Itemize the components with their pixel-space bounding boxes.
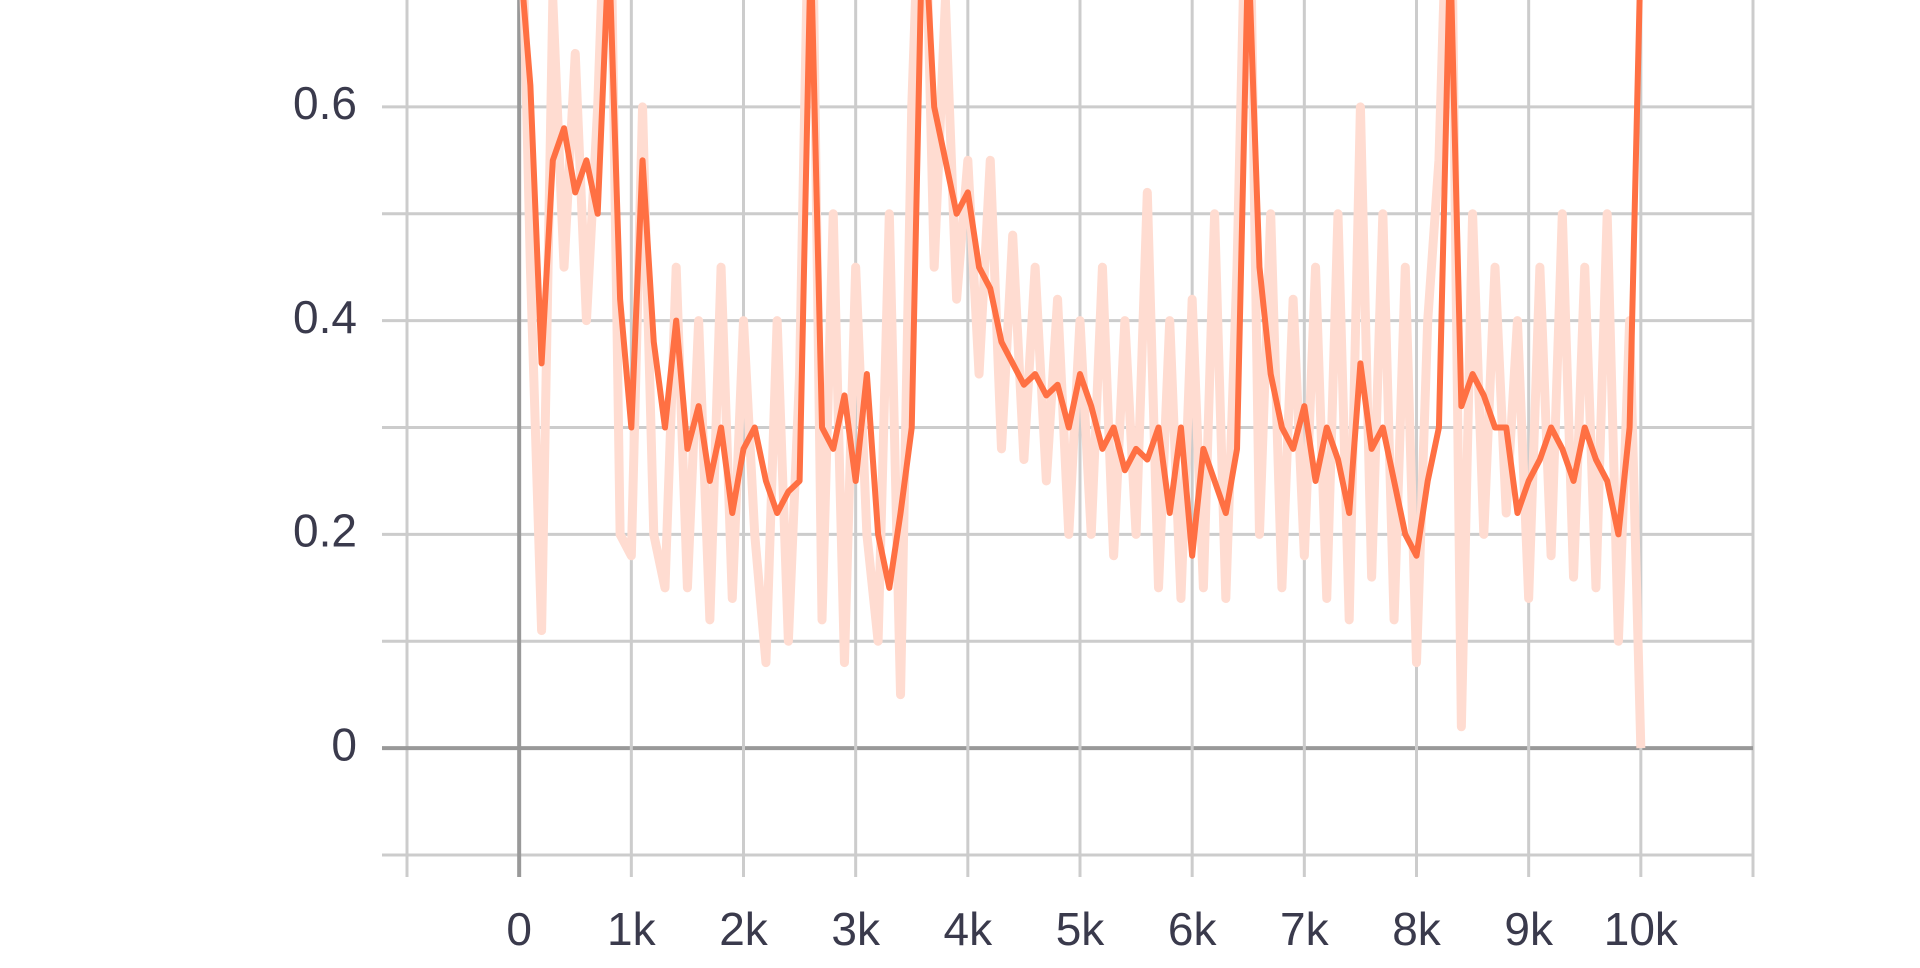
x-tick-label: 10k: [1604, 903, 1679, 955]
x-tick-label: 2k: [719, 903, 769, 955]
x-tick-label: 1k: [607, 903, 657, 955]
y-tick-label: 0.2: [293, 505, 357, 557]
x-tick-label: 8k: [1392, 903, 1442, 955]
x-tick-label: 6k: [1168, 903, 1218, 955]
plot-area: [519, 0, 1646, 749]
y-tick-label: 0.4: [293, 291, 357, 343]
y-tick-label: 0.6: [293, 77, 357, 129]
x-tick-label: 9k: [1504, 903, 1554, 955]
x-tick-label: 5k: [1056, 903, 1106, 955]
x-tick-label: 0: [506, 903, 532, 955]
x-tick-label: 7k: [1280, 903, 1330, 955]
series-line: [520, 0, 1643, 591]
x-tick-label: 3k: [831, 903, 881, 955]
grid: [382, 0, 1755, 877]
y-tick-label: 0: [331, 718, 357, 770]
x-tick-label: 4k: [944, 903, 994, 955]
tick-labels: 0 0.2 0.4 0.6 0 1k 2k 3k 4k 5k 6k 7k 8k 9k 10k: [293, 77, 1679, 955]
